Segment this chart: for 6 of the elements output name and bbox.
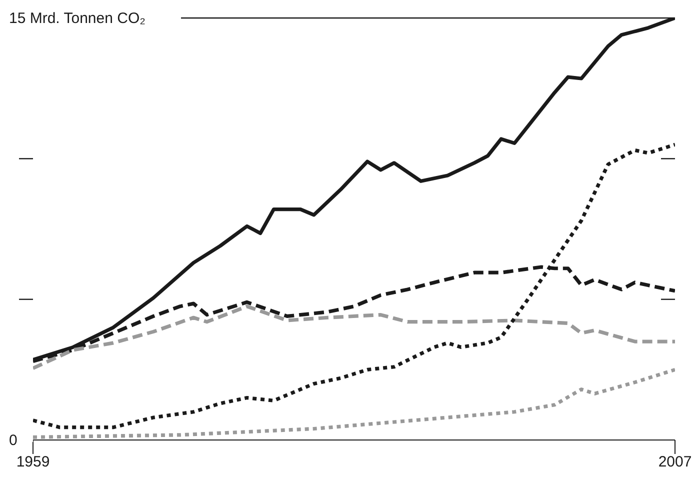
y-tick-label: 0: [9, 432, 18, 449]
line-series: [33, 304, 675, 370]
x-tick-label: 2007: [658, 454, 692, 471]
x-tick-label: 1959: [16, 454, 50, 471]
y-tick-label: 15 Mrd. Tonnen CO₂: [9, 10, 146, 27]
line-series: [33, 142, 675, 430]
